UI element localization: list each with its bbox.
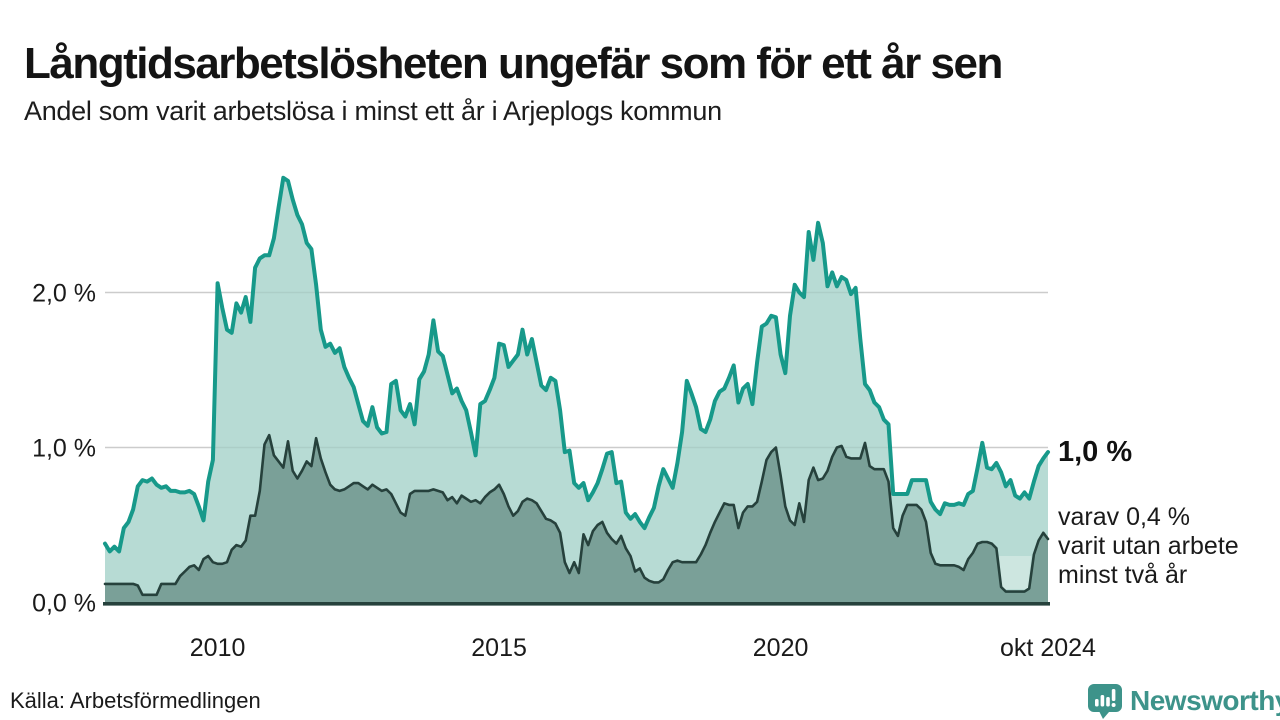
- y-axis-tick-label: 2,0 %: [32, 280, 96, 308]
- y-axis-tick-label: 0,0 %: [32, 590, 96, 618]
- annotation-line: minst två år: [1058, 561, 1188, 589]
- series-end-annotation-two-years: varav 0,4 % varit utan arbete minst två …: [1058, 503, 1239, 590]
- line-two-years: [103, 433, 1050, 597]
- source-credit: Källa: Arbetsförmedlingen: [10, 688, 261, 713]
- series-end-value-one-year: 1,0 %: [1058, 436, 1133, 468]
- data-gap-highlight: [999, 556, 1032, 590]
- x-axis-tick-label: okt 2024: [1000, 634, 1096, 662]
- brand-name: Newsworthy: [1130, 685, 1280, 716]
- annotation-line: varit utan arbete: [1058, 532, 1239, 560]
- area-two-years: [105, 435, 1048, 603]
- y-axis-tick-label: 1,0 %: [32, 435, 96, 463]
- x-axis-tick-label: 2020: [753, 634, 809, 662]
- x-axis-baseline: [103, 602, 1050, 606]
- annotation-line: varav 0,4 %: [1058, 503, 1191, 531]
- chart-bubble-icon: [1088, 684, 1122, 719]
- line-one-year: [103, 175, 1050, 554]
- x-axis-tick-label: 2015: [471, 634, 527, 662]
- page-title: Långtidsarbetslösheten ungefär som för e…: [24, 39, 1003, 89]
- chart-subtitle: Andel som varit arbetslösa i minst ett å…: [24, 96, 722, 126]
- newsworthy-brand-link[interactable]: Newsworthy: [1086, 682, 1280, 720]
- x-axis-tick-label: 2010: [190, 634, 246, 662]
